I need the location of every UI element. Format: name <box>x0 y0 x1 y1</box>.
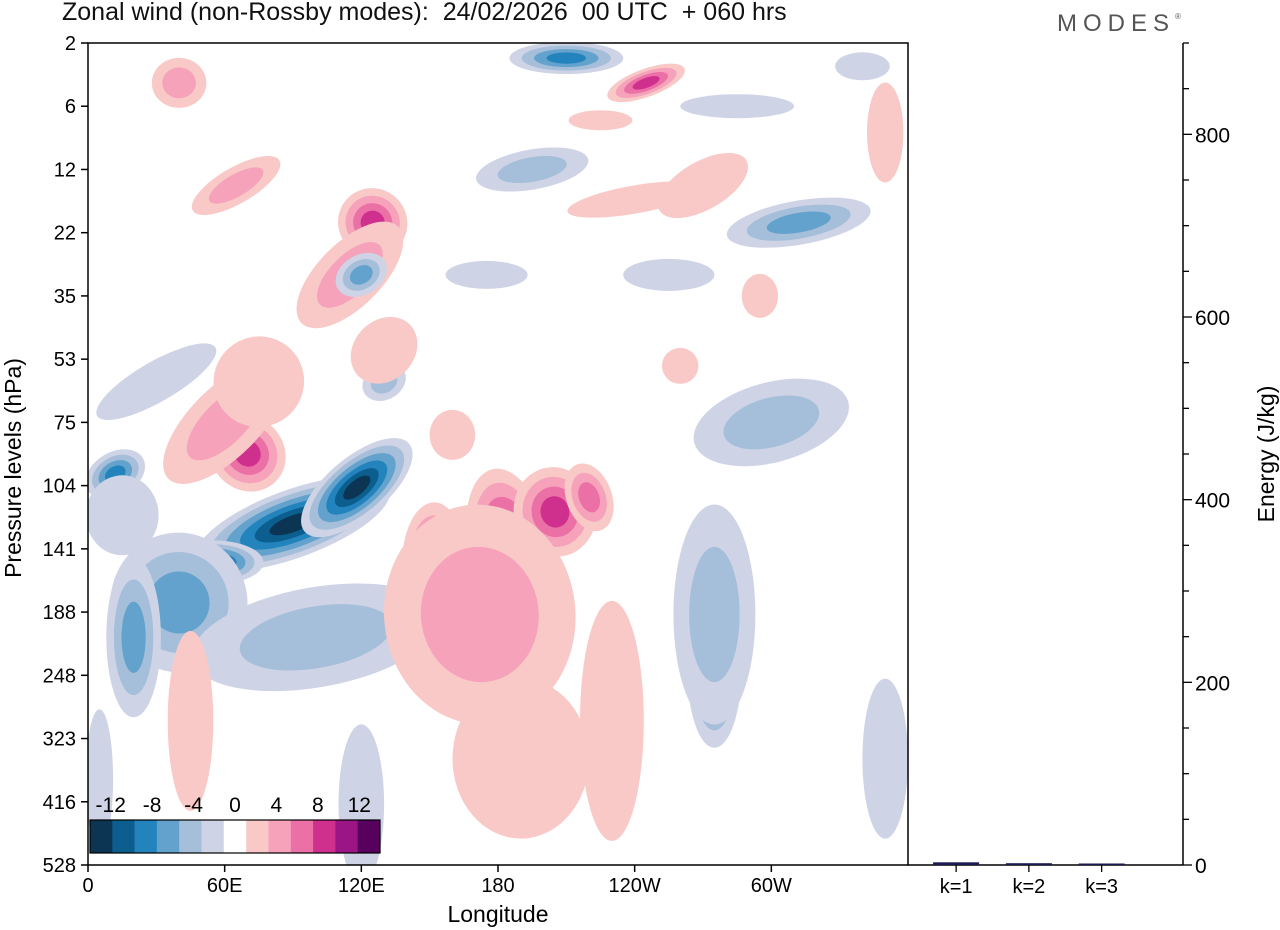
energy-category-label: k=2 <box>1012 876 1045 898</box>
energy-category-label: k=3 <box>1085 876 1118 898</box>
colorbar-swatch <box>156 820 180 853</box>
y-tick-label: 75 <box>54 412 76 434</box>
y-tick-label: 528 <box>43 855 76 877</box>
negative-contour-band <box>766 211 831 234</box>
y-tick-label: 53 <box>54 349 76 371</box>
positive-contour-band <box>741 273 779 318</box>
colorbar-swatch <box>246 820 269 853</box>
positive-contour-band <box>567 181 703 218</box>
y-tick-label: 2 <box>65 33 76 55</box>
y-tick-label: 35 <box>54 286 76 308</box>
positive-contour-band <box>540 496 570 528</box>
modes-logo: MODES® <box>1057 10 1181 38</box>
energy-bar <box>1078 863 1125 865</box>
negative-contour-band <box>349 265 373 285</box>
positive-contour-band <box>568 110 633 131</box>
x-tick-label: 120E <box>338 875 385 897</box>
colorbar-swatch <box>179 820 202 853</box>
colorbar-swatch <box>112 820 135 853</box>
negative-contour-band <box>239 604 392 671</box>
negative-contour-band <box>497 155 567 184</box>
negative-contour-band <box>623 258 715 291</box>
colorbar-border <box>89 819 381 854</box>
positive-contour-band <box>429 409 476 460</box>
positive-contour-band <box>452 678 590 839</box>
colorbar-label: -12 <box>96 794 126 817</box>
colorbar-swatch <box>90 820 113 853</box>
energy-panel: 0 200 400 600 800 Energy (J/kg) k=1 k=2 k=3 <box>908 42 1279 898</box>
colorbar-label: -4 <box>184 794 203 817</box>
x-tick-label: 60E <box>207 875 243 897</box>
negative-contour-band <box>862 678 908 839</box>
x-axis-label: Longitude <box>447 901 548 927</box>
x-tick-label: 60W <box>751 875 792 897</box>
colorbar-swatch <box>134 820 158 853</box>
y-tick-label: 248 <box>43 665 76 687</box>
positive-contour-band <box>578 482 600 513</box>
energy-tick-label: 200 <box>1195 672 1230 695</box>
colorbar-label: 8 <box>312 794 324 817</box>
colorbar-swatch <box>335 820 359 853</box>
energy-axis-label: Energy (J/kg) <box>1253 386 1279 523</box>
colorbar-label: 12 <box>348 794 371 817</box>
positive-contour-band <box>162 67 196 99</box>
y-axis-label: Pressure levels (hPa) <box>0 358 26 578</box>
negative-contour-band <box>723 395 820 450</box>
negative-contour-band <box>121 601 146 673</box>
negative-contour-band <box>343 475 371 500</box>
colorbar-swatch <box>290 820 314 853</box>
negative-contour-band <box>680 94 795 119</box>
negative-contour-band <box>546 52 587 64</box>
y-tick-label: 188 <box>43 602 76 624</box>
positive-contour-band <box>213 336 305 428</box>
positive-contour-band <box>420 546 539 683</box>
positive-contour-band <box>167 630 214 811</box>
energy-tick-label: 800 <box>1195 124 1230 147</box>
energy-tick-label: 600 <box>1195 307 1230 330</box>
energy-tick-label: 400 <box>1195 490 1230 513</box>
positive-contour-band <box>867 82 904 183</box>
positive-contour-band <box>632 76 660 90</box>
contour-field <box>88 43 908 865</box>
positive-contour-band <box>350 316 418 384</box>
colorbar-swatch <box>223 820 247 853</box>
energy-bar <box>933 862 980 865</box>
positive-contour-band <box>208 167 264 204</box>
energy-tick-label: 0 <box>1195 855 1207 878</box>
y-tick-label: 416 <box>43 792 76 814</box>
energy-bar <box>1005 863 1052 865</box>
negative-contour-band <box>445 260 528 289</box>
colorbar-swatch <box>313 820 336 853</box>
x-tick-label: 120W <box>609 875 661 897</box>
colorbar-swatch <box>268 820 292 853</box>
chart-title: Zonal wind (non-Rossby modes): 24/02/202… <box>62 0 787 26</box>
negative-contour-band <box>88 475 159 556</box>
y-tick-label: 323 <box>43 729 76 751</box>
x-tick-label: 0 <box>82 875 93 897</box>
colorbar-label: 0 <box>229 794 241 817</box>
y-tick-label: 104 <box>43 476 76 498</box>
logo-text: MODES <box>1057 10 1176 37</box>
y-tick-label: 12 <box>54 159 76 181</box>
y-tick-label: 22 <box>54 223 76 245</box>
colorbar-swatch <box>357 820 381 853</box>
positive-contour-band <box>662 347 699 384</box>
positive-contour-band <box>580 600 644 841</box>
negative-contour-band <box>835 52 890 81</box>
registered-mark: ® <box>1175 12 1181 21</box>
y-tick-label: 141 <box>43 539 76 561</box>
x-tick-label: 180 <box>481 875 514 897</box>
colorbar-label: 4 <box>271 794 283 817</box>
colorbar-label: -8 <box>143 794 162 817</box>
colorbar-swatch <box>201 820 225 853</box>
negative-contour-band <box>148 571 210 634</box>
colorbar: -12 -8 -4 0 4 8 12 <box>89 794 381 854</box>
negative-contour-band <box>96 343 217 420</box>
y-tick-label: 6 <box>65 96 76 118</box>
negative-contour-band <box>88 709 114 850</box>
energy-category-label: k=1 <box>940 876 973 898</box>
negative-contour-band <box>689 546 740 683</box>
